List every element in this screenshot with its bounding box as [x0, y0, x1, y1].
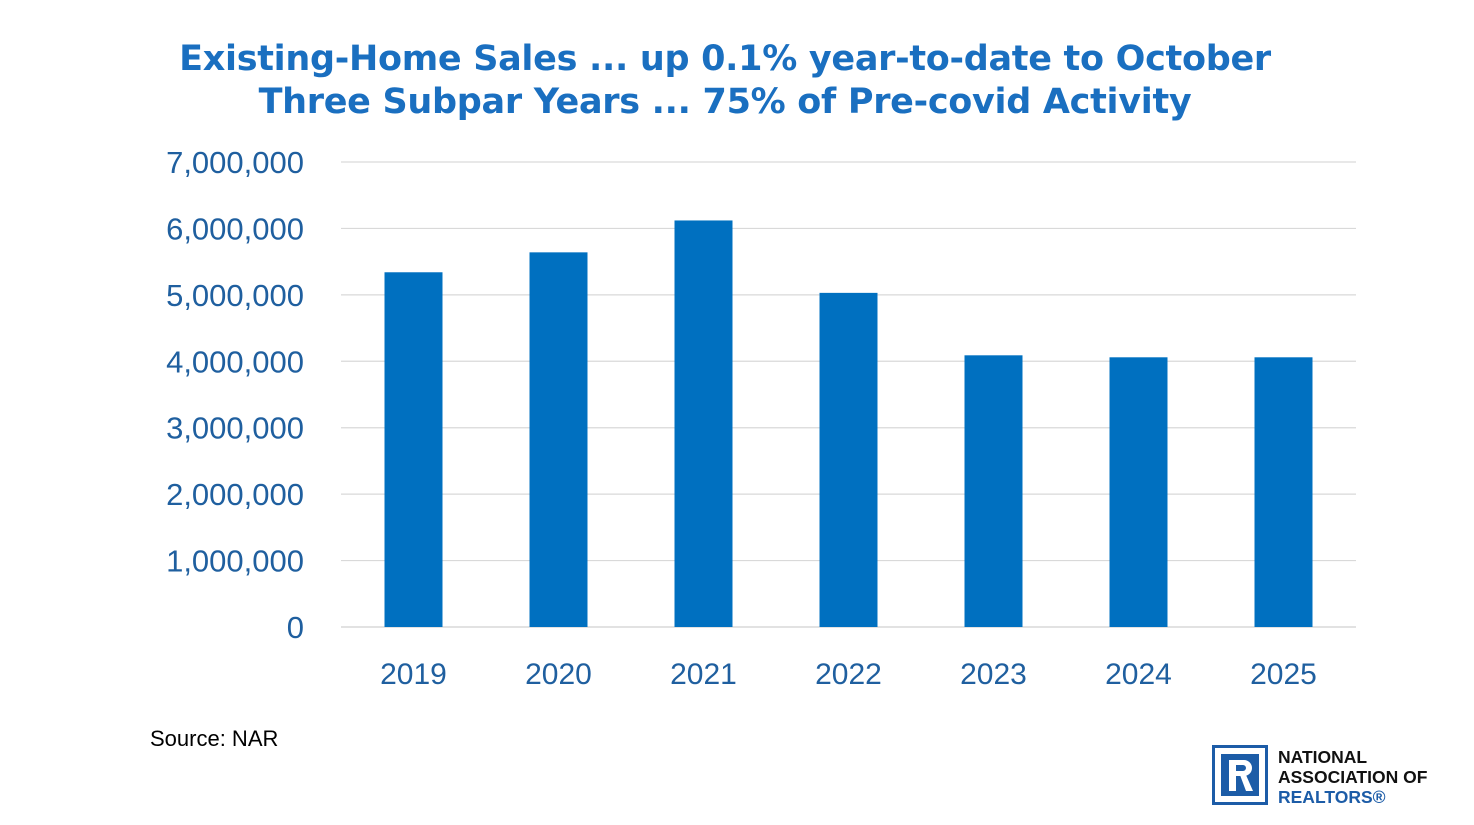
y-tick-label: 7,000,000 — [166, 145, 304, 180]
bar-2019 — [384, 272, 443, 627]
y-tick-label: 3,000,000 — [166, 411, 304, 446]
bar-2024 — [1109, 357, 1168, 627]
x-tick-label: 2023 — [960, 658, 1027, 691]
logo-line-2: ASSOCIATION OF — [1278, 767, 1428, 787]
bar-2023 — [964, 355, 1023, 627]
bar-2021 — [674, 220, 733, 627]
y-tick-label: 2,000,000 — [166, 477, 304, 512]
source-note: Source: NAR — [150, 726, 279, 751]
x-tick-label: 2024 — [1105, 658, 1172, 691]
x-axis-tick-labels: 2019 2020 2021 2022 2023 2024 2025 — [380, 658, 1317, 691]
y-tick-label: 6,000,000 — [166, 211, 304, 246]
logo-line-1: NATIONAL — [1278, 747, 1368, 767]
realtor-r-logo-icon — [1212, 745, 1268, 805]
bar-2020 — [529, 252, 588, 628]
y-tick-label: 1,000,000 — [166, 544, 304, 579]
x-tick-label: 2022 — [815, 658, 882, 691]
x-tick-label: 2021 — [670, 658, 737, 691]
chart-title-line-2: Three Subpar Years ... 75% of Pre-covid … — [258, 82, 1192, 122]
bars — [384, 220, 1313, 628]
nar-logo: NATIONAL ASSOCIATION OF REALTORS® — [1212, 745, 1474, 807]
logo-line-3: REALTORS® — [1278, 787, 1386, 807]
logo-wordmark: NATIONAL ASSOCIATION OF REALTORS® — [1278, 747, 1427, 807]
y-tick-label: 4,000,000 — [166, 344, 304, 379]
bar-2022 — [819, 292, 878, 627]
x-tick-label: 2019 — [380, 658, 447, 691]
x-tick-label: 2025 — [1250, 658, 1317, 691]
x-tick-label: 2020 — [525, 658, 592, 691]
bar-2025 — [1254, 357, 1313, 627]
y-tick-label: 0 — [287, 610, 304, 645]
gridlines — [341, 161, 1356, 628]
y-axis-tick-labels: 0 1,000,000 2,000,000 3,000,000 4,000,000 5,0… — [166, 145, 304, 645]
chart-title-line-1: Existing-Home Sales ... up 0.1% year-to-… — [179, 39, 1271, 79]
chart-title: Existing-Home Sales ... up 0.1% year-to-… — [0, 38, 1450, 124]
y-tick-label: 5,000,000 — [166, 278, 304, 313]
